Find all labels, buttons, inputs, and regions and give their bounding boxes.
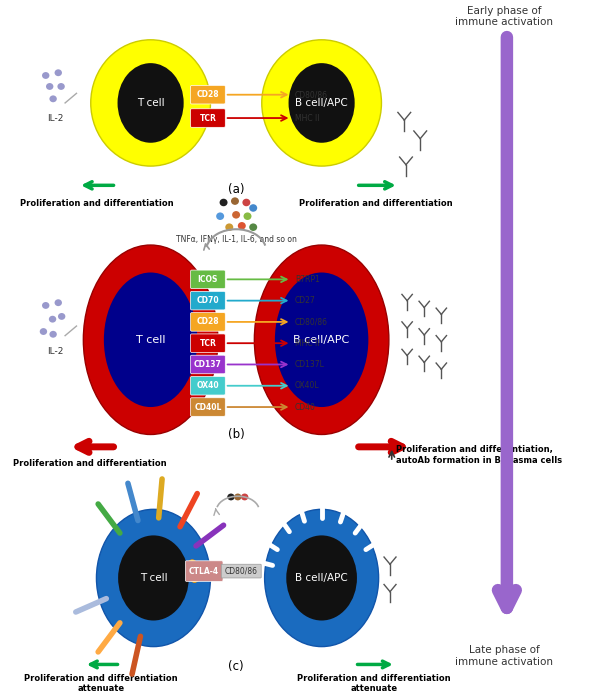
Text: TCR: TCR [199, 339, 217, 347]
Text: Proliferation and differentiation,
autoAb formation in B/plasma cells: Proliferation and differentiation, autoA… [396, 445, 562, 465]
Ellipse shape [244, 212, 251, 220]
Ellipse shape [265, 510, 379, 647]
Text: CD137: CD137 [194, 360, 222, 369]
Ellipse shape [118, 535, 189, 621]
Text: IL-2: IL-2 [47, 347, 64, 356]
Ellipse shape [227, 493, 235, 500]
Text: (c): (c) [228, 660, 244, 672]
Ellipse shape [46, 83, 53, 90]
Text: CD137L: CD137L [295, 360, 325, 369]
Text: Proliferation and differentiation: Proliferation and differentiation [13, 459, 167, 468]
Ellipse shape [220, 199, 227, 206]
Ellipse shape [231, 197, 239, 205]
Text: B cell/APC: B cell/APC [293, 335, 350, 345]
FancyBboxPatch shape [191, 355, 225, 374]
Ellipse shape [232, 211, 240, 219]
Text: CTLA-4: CTLA-4 [189, 567, 219, 575]
Ellipse shape [275, 273, 368, 407]
Text: (b): (b) [228, 428, 244, 440]
Ellipse shape [190, 573, 199, 582]
Text: T cell: T cell [136, 335, 166, 345]
Text: CD40: CD40 [295, 403, 316, 412]
Ellipse shape [97, 510, 211, 647]
Text: CD28: CD28 [197, 90, 219, 99]
Ellipse shape [286, 535, 357, 621]
Ellipse shape [42, 302, 49, 309]
Ellipse shape [241, 493, 248, 500]
Text: OX40: OX40 [197, 381, 219, 390]
Ellipse shape [104, 273, 197, 407]
Text: B cell/APC: B cell/APC [295, 573, 348, 583]
FancyBboxPatch shape [185, 561, 223, 582]
Text: MHC II: MHC II [295, 339, 319, 347]
Ellipse shape [55, 69, 62, 76]
Text: Proliferation and differentiation
attenuate: Proliferation and differentiation attenu… [297, 674, 451, 693]
Ellipse shape [49, 316, 56, 323]
Text: CD70: CD70 [197, 296, 219, 305]
Ellipse shape [242, 199, 250, 206]
Ellipse shape [238, 222, 246, 229]
Text: T cell: T cell [140, 573, 167, 583]
Ellipse shape [196, 564, 205, 572]
Text: CD28: CD28 [197, 317, 219, 326]
Ellipse shape [118, 63, 184, 143]
Text: CD80/86: CD80/86 [295, 317, 328, 326]
FancyBboxPatch shape [191, 334, 225, 352]
Ellipse shape [289, 63, 355, 143]
Ellipse shape [55, 299, 62, 306]
Ellipse shape [188, 560, 197, 569]
Ellipse shape [58, 313, 65, 320]
Text: (a): (a) [228, 182, 244, 196]
FancyBboxPatch shape [191, 109, 225, 127]
FancyBboxPatch shape [191, 398, 225, 417]
Ellipse shape [249, 204, 257, 212]
Text: B7RP1: B7RP1 [295, 275, 320, 284]
Text: Early phase of
immune activation: Early phase of immune activation [455, 6, 553, 27]
Text: OX40L: OX40L [295, 381, 319, 390]
Ellipse shape [40, 328, 47, 335]
Text: TNFα, IFNγ, IL-1, IL-6, and so on: TNFα, IFNγ, IL-1, IL-6, and so on [176, 236, 296, 245]
Text: Proliferation and differentiation
attenuate: Proliferation and differentiation attenu… [24, 674, 178, 693]
FancyBboxPatch shape [221, 564, 261, 578]
Text: B cell/APC: B cell/APC [295, 98, 348, 108]
Text: ICOS: ICOS [198, 275, 218, 284]
Ellipse shape [262, 40, 382, 166]
Ellipse shape [42, 72, 49, 79]
Ellipse shape [216, 212, 224, 220]
Ellipse shape [91, 40, 211, 166]
Text: TCR: TCR [199, 113, 217, 122]
Text: T cell: T cell [137, 98, 164, 108]
Text: Proliferation and differentiation: Proliferation and differentiation [20, 199, 173, 208]
FancyBboxPatch shape [191, 270, 225, 289]
Ellipse shape [83, 245, 218, 435]
Text: MHC II: MHC II [295, 113, 319, 122]
Text: CD27: CD27 [295, 296, 316, 305]
Ellipse shape [234, 493, 242, 500]
Text: CD80/86: CD80/86 [225, 567, 258, 575]
Ellipse shape [49, 95, 57, 102]
Text: Proliferation and differentiation: Proliferation and differentiation [299, 199, 452, 208]
Ellipse shape [49, 331, 57, 338]
Text: CD80/86: CD80/86 [295, 90, 328, 99]
FancyBboxPatch shape [191, 291, 225, 310]
Text: Late phase of
immune activation: Late phase of immune activation [455, 645, 553, 667]
Ellipse shape [254, 245, 389, 435]
Text: CD40L: CD40L [194, 403, 221, 412]
Text: IL-2: IL-2 [47, 114, 64, 123]
Ellipse shape [58, 83, 65, 90]
FancyBboxPatch shape [191, 377, 225, 395]
Ellipse shape [225, 224, 233, 231]
Ellipse shape [249, 224, 257, 231]
FancyBboxPatch shape [191, 312, 225, 331]
FancyBboxPatch shape [191, 85, 225, 104]
